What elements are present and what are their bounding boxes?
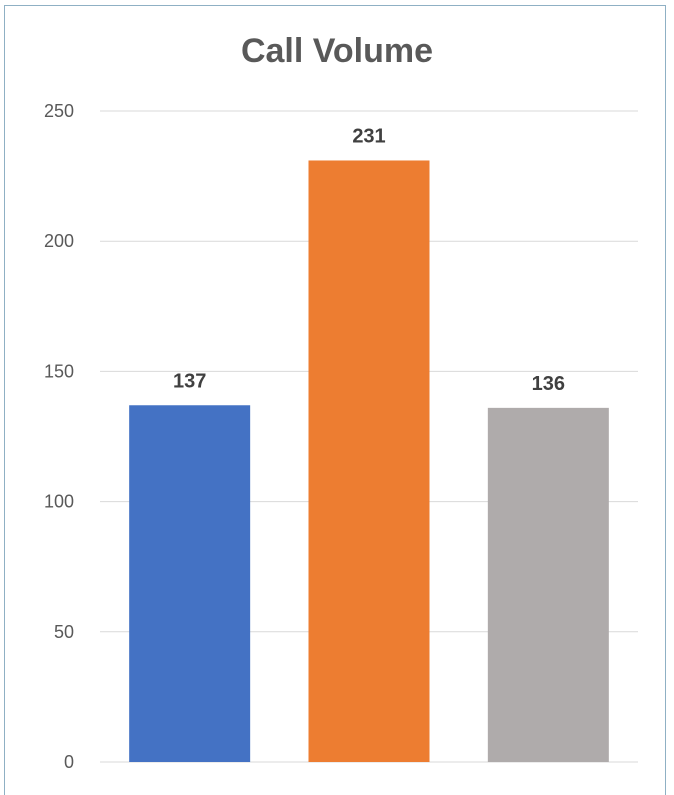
y-tick-label: 100 xyxy=(44,492,74,512)
bar-3 xyxy=(487,407,609,762)
y-tick-label: 150 xyxy=(44,361,74,381)
y-tick-label: 0 xyxy=(64,752,74,772)
y-tick-label: 50 xyxy=(54,622,74,642)
data-label-1: 137 xyxy=(173,370,206,392)
y-axis-ticks: 0 50 100 150 200 250 xyxy=(44,101,74,772)
data-label-2: 231 xyxy=(352,125,385,147)
y-tick-label: 200 xyxy=(44,231,74,251)
bar-2 xyxy=(308,160,430,762)
data-label-3: 136 xyxy=(532,373,565,395)
data-labels: 137 231 136 xyxy=(173,125,565,394)
y-tick-label: 250 xyxy=(44,101,74,121)
chart-title: Call Volume xyxy=(240,32,434,70)
bar-1 xyxy=(129,405,251,762)
bars xyxy=(129,160,609,762)
